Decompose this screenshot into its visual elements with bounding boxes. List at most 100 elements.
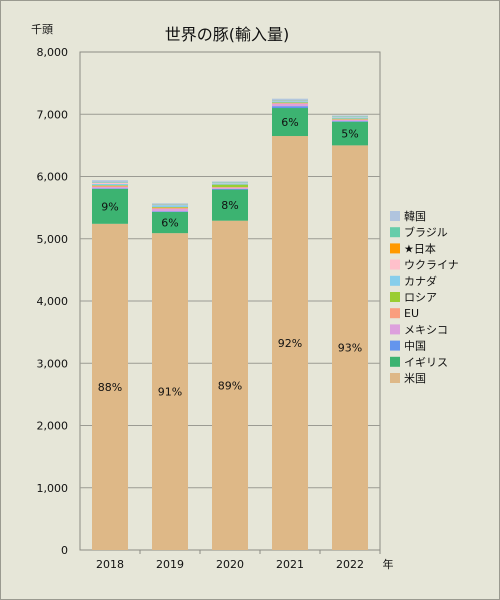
bar-segment (332, 121, 368, 122)
bar-segment (332, 115, 368, 117)
bar-segment (272, 98, 308, 100)
bar-segment (152, 203, 188, 204)
y-tick-label: 4,000 (37, 295, 69, 308)
bar-segment (212, 187, 248, 189)
bar-segment (92, 188, 128, 189)
bar-segment (332, 119, 368, 122)
legend-label: メキシコ (404, 323, 448, 336)
bar-segment (212, 182, 248, 183)
bar-segment (272, 136, 308, 550)
bar-segment (92, 182, 128, 183)
bar-segment (272, 99, 308, 101)
y-tick-label: 7,000 (37, 108, 69, 121)
legend-label: 米国 (404, 372, 426, 385)
bar-segment (212, 187, 248, 188)
legend-label: 中国 (404, 340, 426, 353)
bar-segment (92, 183, 128, 186)
x-tick-label: 2022 (336, 558, 364, 571)
x-axis-ticks: 2018 2019 2020 2021 2022 (96, 550, 381, 571)
bar-segment (92, 185, 128, 186)
legend-swatch (390, 340, 400, 351)
data-label: 9% (101, 200, 118, 213)
bar-segment (332, 117, 368, 119)
bar-segment (272, 102, 308, 104)
bar-segment (152, 211, 188, 212)
legend-label: ★日本 (404, 241, 436, 255)
y-tick-label: 1,000 (37, 482, 69, 495)
bar-segment (152, 233, 188, 550)
x-tick-label: 2019 (156, 558, 184, 571)
legend-swatch (390, 275, 400, 286)
bar-segment (332, 116, 368, 118)
bar-segment (152, 205, 188, 208)
legend-swatch (390, 308, 400, 319)
data-label: 88% (98, 381, 122, 394)
bar-segment (92, 223, 128, 550)
x-unit-label: 年 (383, 557, 394, 571)
bar-segment (92, 185, 128, 188)
data-label: 93% (338, 342, 362, 355)
bar-segment (332, 119, 368, 120)
bar-segment (152, 208, 188, 212)
x-tick-label: 2020 (216, 558, 244, 571)
legend-swatch (390, 292, 400, 302)
bar-segment (332, 118, 368, 120)
legend-swatch (390, 373, 400, 383)
bar-segment (92, 187, 128, 189)
data-label: 6% (281, 116, 298, 129)
legend-swatch (390, 227, 400, 238)
data-label: 92% (278, 337, 302, 350)
legend-label: カナダ (404, 274, 437, 288)
bar-segment (212, 184, 248, 188)
y-tick-label: 8,000 (37, 46, 69, 59)
bar-segment (272, 108, 308, 137)
bar-segment (92, 180, 128, 183)
bar-segment (332, 145, 368, 550)
legend-label: ブラジル (404, 225, 448, 239)
bar-segment (152, 211, 188, 234)
bar-segment (272, 106, 308, 109)
legend-label: ウクライナ (404, 259, 459, 272)
bar-segment (272, 100, 308, 102)
bar-segment (152, 204, 188, 206)
bar-segment (272, 103, 308, 107)
bar-segment (332, 121, 368, 146)
legend-swatch (390, 259, 400, 270)
y-tick-label: 0 (61, 544, 68, 557)
legend-swatch (390, 356, 400, 367)
y-tick-label: 5,000 (37, 233, 69, 246)
chart-title: 世界の豚(輸入量) (165, 25, 290, 44)
y-tick-label: 6,000 (37, 171, 69, 184)
bar-segment (272, 103, 308, 104)
legend-label: ロシア (404, 291, 437, 304)
bar-segment (152, 207, 188, 209)
data-label: 8% (221, 199, 238, 212)
data-label: 5% (341, 128, 358, 141)
legend-swatch (390, 243, 400, 254)
bar-segment (152, 203, 188, 205)
bar-segment (152, 207, 188, 208)
data-label: 91% (158, 386, 182, 399)
y-tick-label: 3,000 (37, 357, 69, 370)
legend-label: イギリス (404, 356, 448, 369)
legend-swatch (390, 324, 400, 335)
bar-segment (212, 183, 248, 185)
y-axis-ticks: 0 1,000 2,000 3,000 4,000 5,000 6,000 7,000 8,00… (37, 46, 69, 557)
y-unit-label: 千頭 (31, 23, 53, 36)
bar-segment (212, 182, 248, 184)
bar-segment (212, 188, 248, 190)
y-tick-label: 2,000 (37, 420, 69, 433)
bar-segment (212, 189, 248, 221)
bars: 88% 9% 91% 6% 89% 8% 92% 6% 93% 5% (92, 98, 368, 550)
bar-segment (92, 182, 128, 184)
bar-segment (212, 220, 248, 550)
data-label: 89% (218, 379, 242, 392)
x-tick-label: 2021 (276, 558, 304, 571)
bar-segment (92, 188, 128, 224)
bar-segment (272, 101, 308, 103)
bar-segment (212, 181, 248, 183)
x-tick-label: 2018 (96, 558, 124, 571)
data-label: 6% (161, 217, 178, 230)
